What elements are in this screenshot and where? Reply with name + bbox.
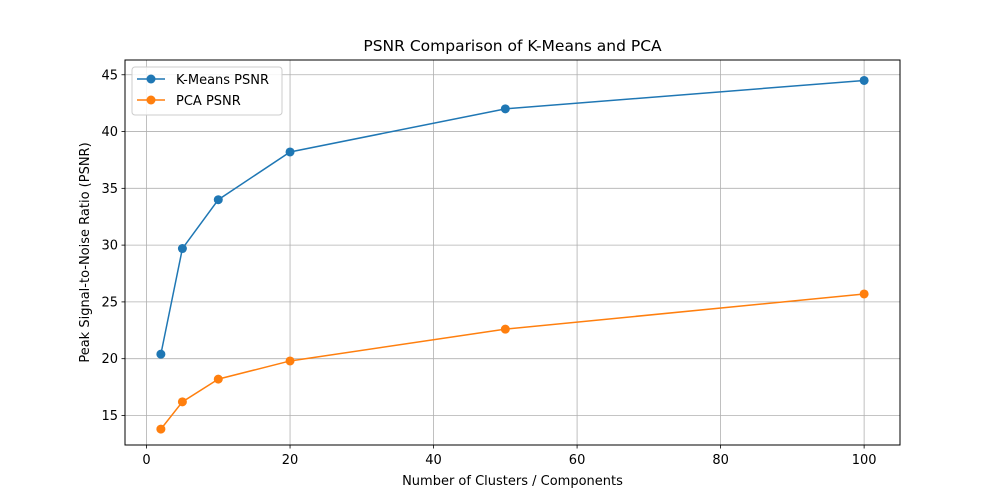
legend-label-pca: PCA PSNR — [176, 94, 241, 109]
x-tick-label: 20 — [282, 453, 299, 468]
data-point — [285, 147, 295, 157]
y-tick-label: 40 — [101, 125, 118, 140]
y-axis-ticks: 15 20 25 30 35 40 45 — [101, 68, 125, 424]
x-tick-label: 0 — [142, 453, 150, 468]
chart-title: PSNR Comparison of K-Means and PCA — [363, 37, 662, 55]
data-point — [177, 397, 187, 407]
series-line-0 — [160, 79, 865, 355]
grid — [125, 60, 900, 445]
y-tick-label: 25 — [101, 295, 118, 310]
data-point — [859, 289, 869, 299]
data-point — [500, 104, 510, 114]
data-point — [285, 356, 295, 366]
y-tick-label: 15 — [101, 409, 118, 424]
x-axis-label: Number of Clusters / Components — [402, 474, 623, 489]
series-layer — [156, 75, 869, 434]
series-line-1 — [160, 293, 865, 430]
plot-frame — [124, 59, 901, 446]
data-point — [156, 424, 166, 434]
legend-box — [131, 66, 283, 116]
data-point — [859, 75, 869, 85]
y-tick-label: 35 — [101, 182, 118, 197]
y-tick-label: 20 — [101, 352, 118, 367]
legend: K-Means PSNR PCA PSNR — [131, 66, 283, 116]
data-point — [213, 195, 223, 205]
x-tick-label: 80 — [712, 453, 729, 468]
x-tick-label: 40 — [425, 453, 442, 468]
y-axis-label: Peak Signal-to-Noise Ratio (PSNR) — [78, 142, 93, 362]
y-tick-label: 30 — [101, 239, 118, 254]
x-tick-label: 100 — [852, 453, 877, 468]
data-point — [177, 244, 187, 254]
legend-marker-kmeans — [146, 74, 156, 84]
legend-label-kmeans: K-Means PSNR — [176, 73, 269, 88]
y-tick-label: 45 — [101, 68, 118, 83]
data-point — [500, 324, 510, 334]
x-axis-ticks: 0 20 40 60 80 100 — [142, 445, 877, 468]
x-tick-label: 60 — [569, 453, 586, 468]
data-point — [213, 374, 223, 384]
data-point — [156, 349, 166, 359]
legend-marker-pca — [146, 95, 156, 105]
